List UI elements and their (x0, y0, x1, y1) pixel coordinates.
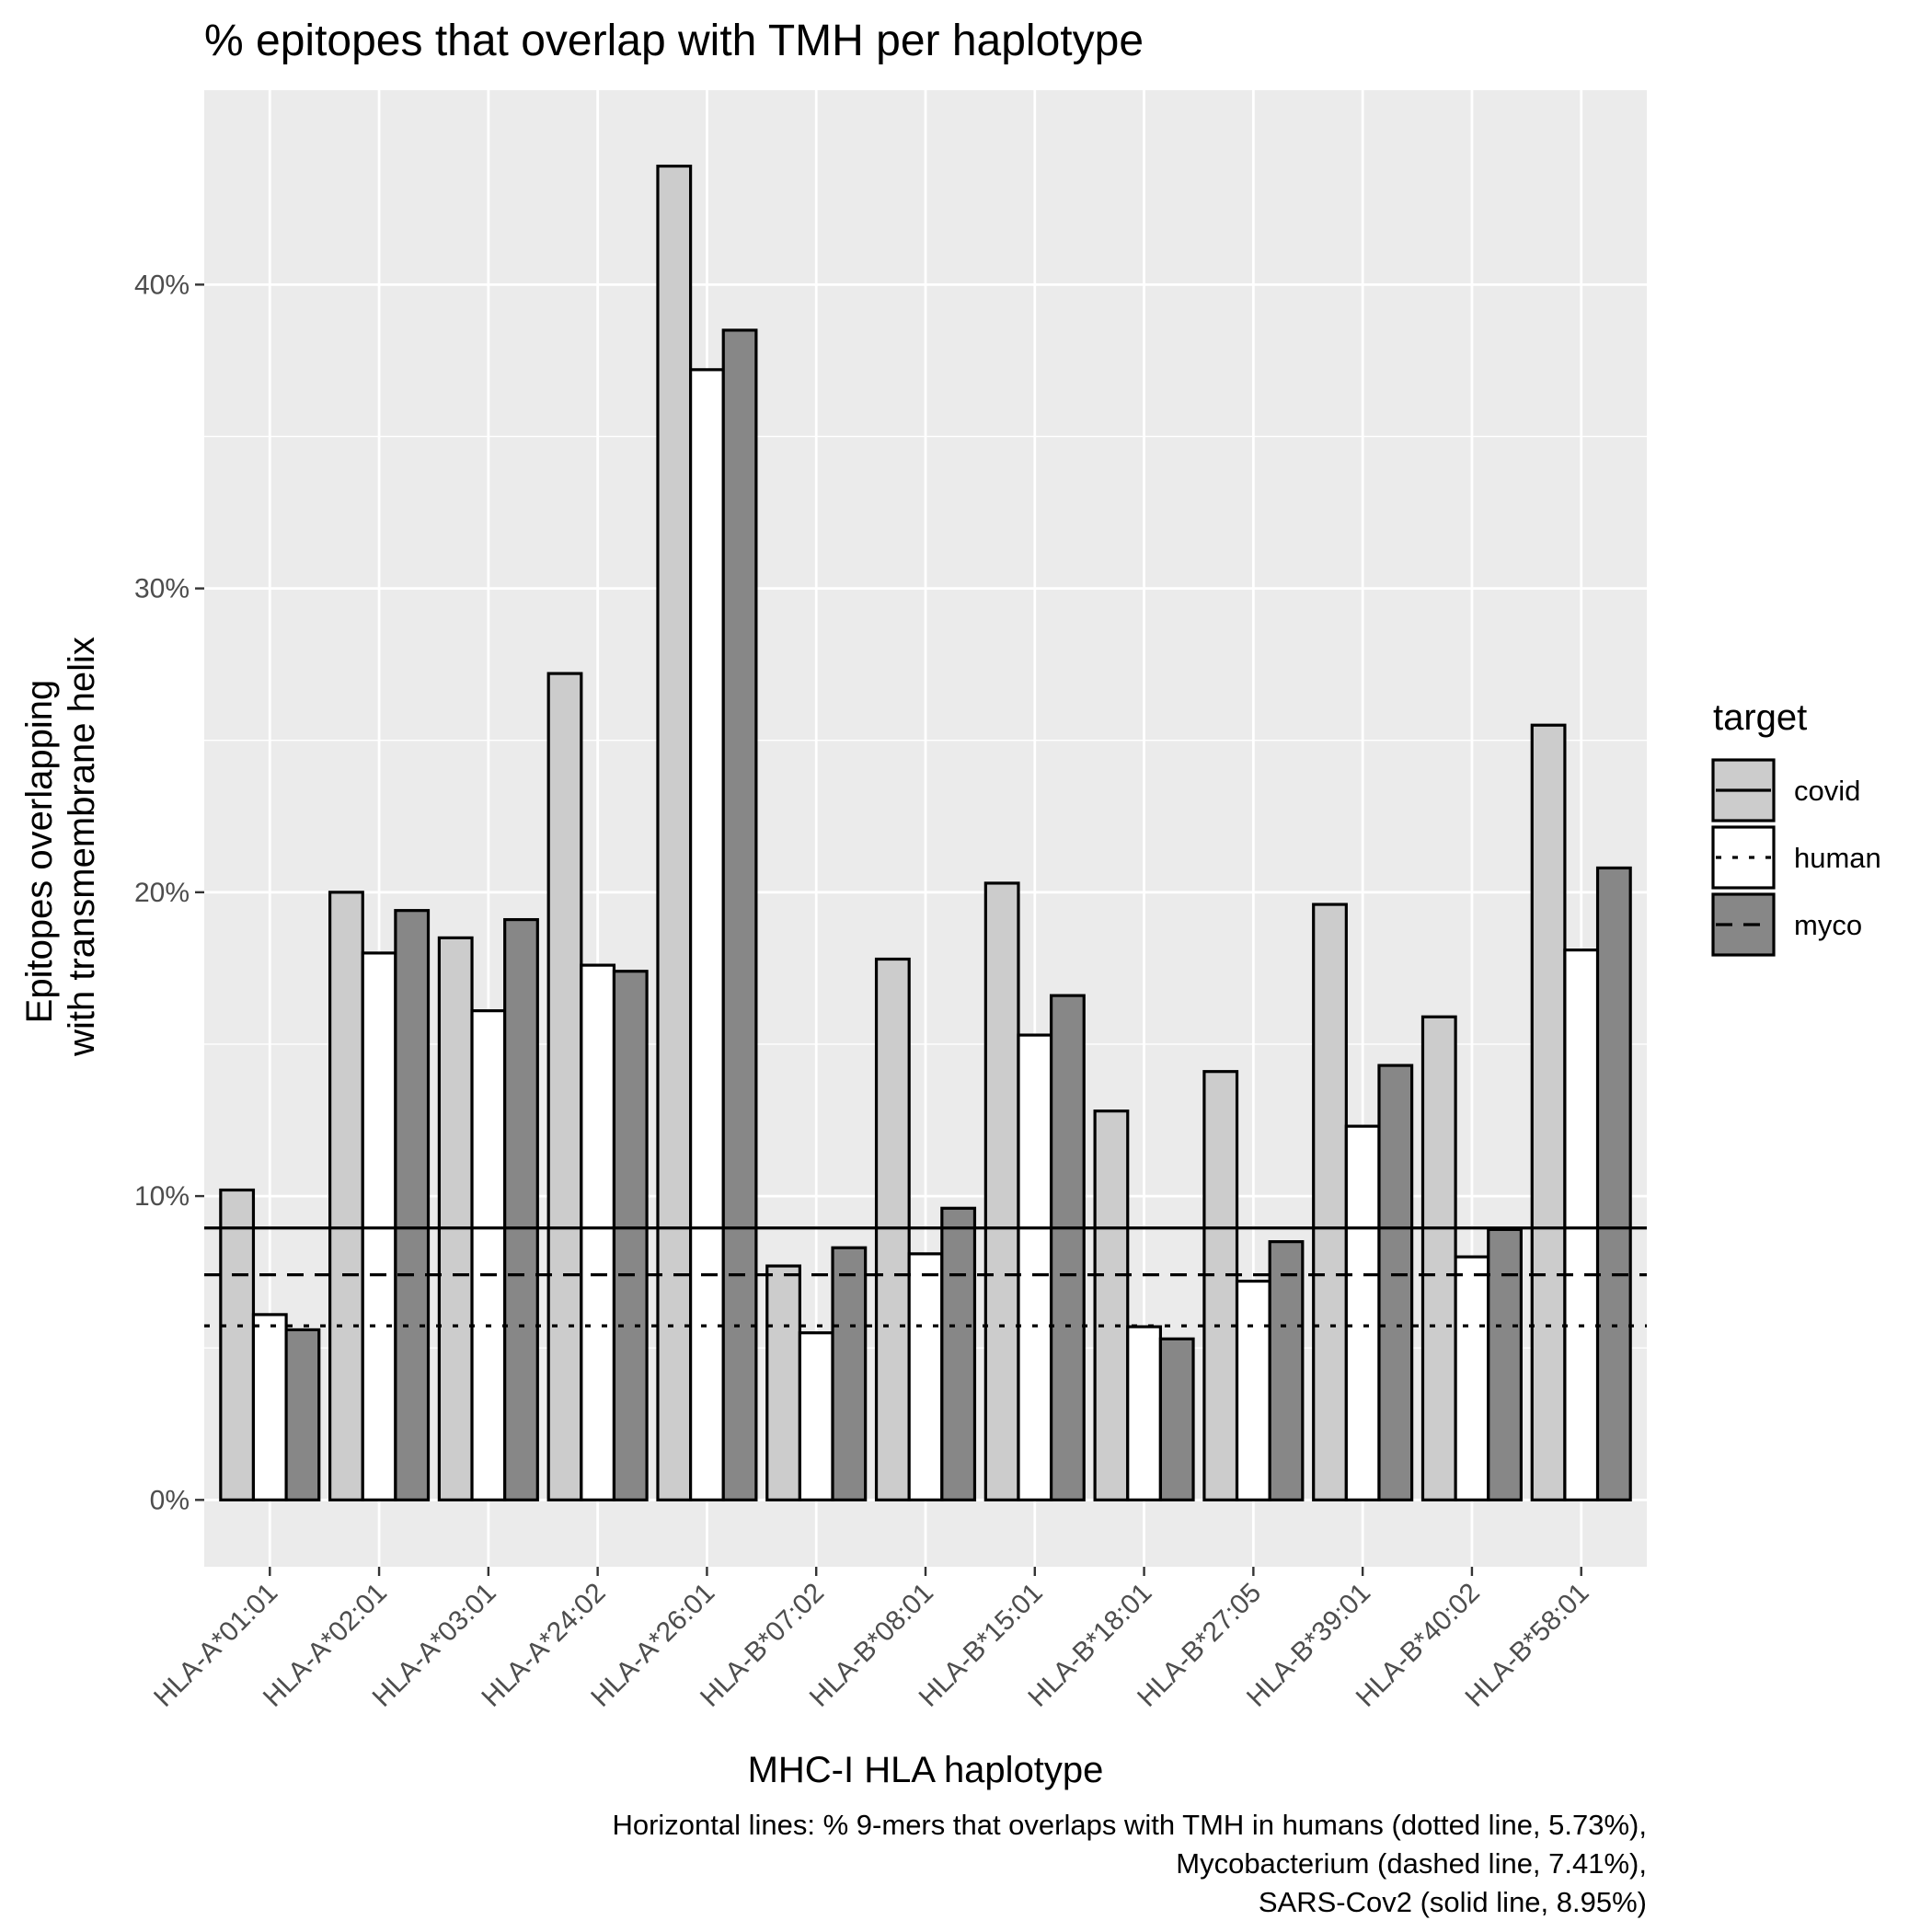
bar-myco (1487, 1227, 1523, 1501)
y-axis-title-line-2: with transmembrane helix (62, 637, 102, 1057)
bar-human (251, 1313, 288, 1501)
bar-covid (437, 936, 474, 1501)
bar-covid (765, 1264, 801, 1501)
bar-myco (1377, 1064, 1414, 1501)
x-axis: HLA-A*01:01HLA-A*02:01HLA-A*03:01HLA-A*2… (148, 1567, 1595, 1713)
bar-covid (1530, 723, 1567, 1501)
legend-key-human (1711, 825, 1776, 890)
y-tick-label: 10% (134, 1181, 190, 1212)
chart-title: % epitopes that overlap with TMH per hap… (204, 17, 1144, 65)
bar-human (580, 963, 616, 1501)
bar-covid (546, 672, 583, 1501)
bar-covid (219, 1188, 256, 1501)
caption-line-2: Mycobacterium (dashed line, 7.41%), (1176, 1847, 1647, 1880)
bar-covid (1093, 1110, 1130, 1501)
legend-label-human: human (1794, 842, 1881, 874)
bar-myco (1268, 1240, 1305, 1501)
bar-human (1563, 948, 1600, 1501)
bar-covid (1202, 1070, 1239, 1501)
bar-myco (940, 1206, 977, 1501)
bar-human (1235, 1279, 1271, 1501)
caption: Horizontal lines: % 9-mers that overlaps… (612, 1809, 1647, 1918)
bar-human (689, 368, 725, 1501)
bars (219, 164, 1632, 1501)
bar-myco (1050, 994, 1086, 1501)
legend: target covid human myco (1711, 697, 1881, 957)
y-tick-label: 0% (150, 1485, 190, 1515)
y-axis-title: Epitopes overlapping with transmembrane … (19, 637, 102, 1057)
bar-myco (503, 917, 539, 1501)
legend-title: target (1713, 697, 1807, 738)
bar-human (1017, 1033, 1053, 1501)
bar-human (798, 1331, 834, 1501)
bar-covid (328, 891, 364, 1501)
svg-text:Epitopes overlapping wit: Epitopes overlapping with transmembrane … (19, 637, 102, 1057)
caption-line-1: Horizontal lines: % 9-mers that overlaps… (612, 1809, 1647, 1841)
y-tick-label: 40% (134, 270, 190, 300)
bar-human (1344, 1124, 1381, 1501)
y-axis-title-line-1: Epitopes overlapping (19, 680, 60, 1024)
bar-human (1454, 1255, 1490, 1501)
bar-myco (1595, 866, 1632, 1501)
y-tick-label: 20% (134, 878, 190, 908)
bar-myco (284, 1328, 321, 1501)
bar-covid (983, 881, 1020, 1501)
bar-covid (656, 164, 693, 1501)
legend-label-covid: covid (1794, 775, 1860, 807)
bar-myco (831, 1246, 868, 1501)
y-axis: 0% 10% 20% 30% 40% (134, 270, 204, 1515)
bar-human (361, 951, 397, 1501)
bar-myco (612, 970, 649, 1501)
y-tick-label: 30% (134, 574, 190, 604)
bar-human (907, 1252, 944, 1501)
bar-human (1126, 1325, 1162, 1501)
reference-lines (204, 1226, 1647, 1328)
bar-covid (874, 957, 911, 1501)
legend-label-myco: myco (1794, 909, 1862, 941)
bar-human (470, 1009, 507, 1501)
bar-myco (721, 328, 758, 1501)
bar-myco (394, 909, 431, 1501)
x-axis-title: MHC-I HLA haplotype (748, 1750, 1104, 1790)
bar-covid (1420, 1015, 1457, 1501)
bar-myco (1158, 1337, 1195, 1501)
caption-line-3: SARS-Cov2 (solid line, 8.95%) (1259, 1886, 1647, 1918)
bar-covid (1312, 903, 1348, 1501)
